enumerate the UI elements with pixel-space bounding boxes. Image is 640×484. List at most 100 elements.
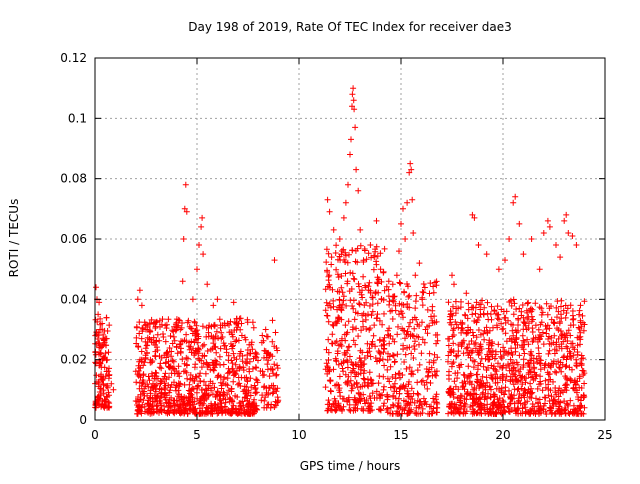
data-point bbox=[271, 343, 278, 350]
data-point bbox=[519, 405, 526, 412]
data-point bbox=[199, 402, 206, 409]
data-point bbox=[197, 370, 204, 377]
data-point bbox=[177, 348, 184, 355]
data-point bbox=[191, 318, 198, 325]
data-point bbox=[581, 380, 588, 387]
data-point bbox=[546, 333, 552, 340]
data-point bbox=[152, 352, 159, 359]
data-point bbox=[183, 354, 190, 361]
data-point bbox=[342, 270, 349, 277]
data-point bbox=[232, 338, 239, 345]
data-point bbox=[520, 314, 527, 321]
data-point bbox=[335, 274, 342, 281]
data-point bbox=[193, 410, 200, 417]
data-point bbox=[224, 408, 231, 415]
data-point bbox=[370, 332, 377, 339]
data-point bbox=[407, 333, 414, 340]
data-point bbox=[389, 401, 396, 408]
data-point bbox=[377, 250, 384, 257]
data-point bbox=[452, 319, 459, 325]
data-point bbox=[506, 387, 512, 394]
data-point bbox=[545, 386, 552, 392]
data-point bbox=[389, 281, 396, 288]
data-point bbox=[474, 349, 481, 356]
data-point bbox=[533, 395, 539, 402]
data-point bbox=[546, 376, 552, 383]
data-point bbox=[261, 383, 268, 390]
data-point bbox=[224, 375, 231, 382]
data-point bbox=[351, 106, 358, 113]
data-point bbox=[510, 311, 517, 318]
data-point bbox=[370, 266, 377, 273]
data-point bbox=[265, 390, 272, 397]
data-point bbox=[543, 300, 550, 307]
data-point bbox=[324, 268, 331, 275]
data-point bbox=[433, 368, 440, 375]
data-point bbox=[163, 375, 170, 382]
data-point bbox=[560, 338, 567, 345]
data-point bbox=[105, 349, 112, 356]
data-point bbox=[349, 324, 356, 331]
data-point bbox=[338, 343, 345, 349]
data-point bbox=[495, 360, 501, 367]
data-point bbox=[171, 370, 178, 377]
y-axis-label: ROTI / TECUs bbox=[7, 199, 21, 278]
data-point bbox=[259, 332, 266, 339]
data-point bbox=[515, 322, 521, 328]
data-point bbox=[475, 351, 482, 358]
data-point bbox=[528, 236, 535, 242]
data-point bbox=[495, 266, 502, 273]
data-point bbox=[534, 338, 541, 345]
data-point bbox=[463, 408, 470, 415]
data-point bbox=[413, 316, 420, 323]
data-point bbox=[176, 409, 183, 416]
data-point bbox=[360, 273, 367, 280]
data-point bbox=[271, 361, 278, 368]
data-point bbox=[138, 348, 145, 355]
data-point bbox=[269, 317, 276, 324]
data-point bbox=[485, 364, 491, 371]
data-point bbox=[377, 266, 384, 273]
data-point bbox=[363, 256, 370, 263]
data-point bbox=[231, 319, 238, 326]
data-point bbox=[476, 301, 483, 308]
data-point bbox=[213, 349, 220, 356]
data-point bbox=[450, 359, 457, 366]
data-point bbox=[401, 359, 408, 365]
data-point bbox=[248, 339, 255, 346]
data-point bbox=[508, 406, 515, 413]
data-point bbox=[104, 356, 111, 363]
data-point bbox=[395, 370, 402, 377]
data-point bbox=[324, 363, 331, 370]
data-point bbox=[136, 319, 143, 326]
data-point bbox=[237, 383, 244, 389]
data-point bbox=[175, 363, 182, 370]
data-point bbox=[350, 97, 357, 104]
data-point bbox=[434, 337, 441, 344]
data-point bbox=[237, 350, 243, 357]
data-point bbox=[188, 349, 195, 356]
data-point bbox=[336, 315, 343, 322]
data-point bbox=[567, 350, 574, 357]
data-point bbox=[380, 268, 387, 275]
data-point bbox=[366, 345, 373, 352]
x-axis-label: GPS time / hours bbox=[300, 459, 401, 473]
data-point bbox=[540, 230, 547, 236]
data-point bbox=[177, 404, 184, 411]
data-point bbox=[471, 358, 478, 365]
data-point bbox=[344, 259, 351, 266]
data-point bbox=[145, 373, 152, 380]
data-point bbox=[364, 382, 371, 389]
data-point bbox=[564, 332, 570, 339]
data-point bbox=[97, 373, 104, 379]
data-point bbox=[405, 283, 411, 290]
data-point bbox=[463, 345, 470, 352]
data-point bbox=[268, 401, 275, 408]
data-point bbox=[228, 397, 235, 404]
data-point bbox=[501, 391, 508, 398]
data-point bbox=[338, 273, 345, 279]
data-point bbox=[484, 401, 491, 408]
data-point bbox=[556, 318, 563, 325]
data-point bbox=[389, 316, 396, 322]
data-point bbox=[561, 405, 568, 411]
